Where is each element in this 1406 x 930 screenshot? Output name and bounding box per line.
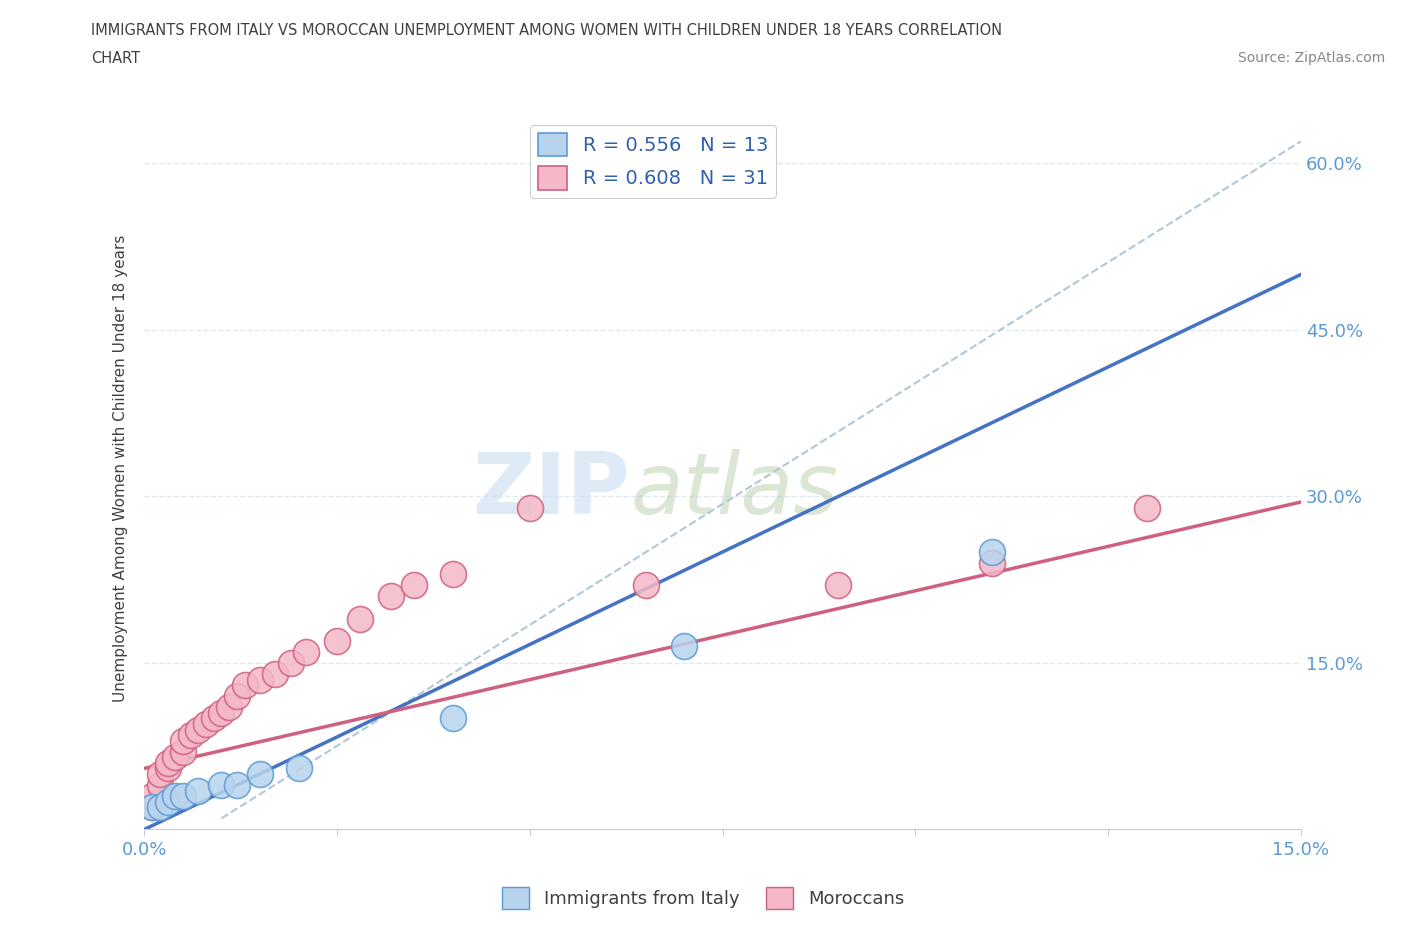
Point — [634, 578, 657, 592]
Point — [211, 777, 233, 792]
Point — [195, 716, 218, 731]
Text: Source: ZipAtlas.com: Source: ZipAtlas.com — [1237, 51, 1385, 65]
Point — [165, 750, 187, 764]
Y-axis label: Unemployment Among Women with Children Under 18 years: Unemployment Among Women with Children U… — [114, 235, 128, 702]
Text: ZIP: ZIP — [472, 449, 630, 532]
Point — [404, 578, 426, 592]
Legend: Immigrants from Italy, Moroccans: Immigrants from Italy, Moroccans — [495, 880, 911, 916]
Point — [249, 672, 271, 687]
Point — [380, 589, 402, 604]
Point — [172, 733, 194, 748]
Point — [226, 689, 249, 704]
Point — [249, 766, 271, 781]
Point — [218, 700, 240, 715]
Point — [156, 794, 179, 809]
Point — [156, 761, 179, 776]
Point — [141, 800, 163, 815]
Point — [349, 611, 371, 626]
Point — [149, 800, 172, 815]
Point — [211, 706, 233, 721]
Point — [187, 783, 209, 798]
Point — [981, 555, 1004, 570]
Point — [165, 789, 187, 804]
Point — [172, 744, 194, 759]
Point — [827, 578, 849, 592]
Point — [172, 789, 194, 804]
Point — [280, 656, 302, 671]
Point — [326, 633, 349, 648]
Point — [441, 566, 464, 581]
Text: CHART: CHART — [91, 51, 141, 66]
Point — [441, 711, 464, 725]
Point — [673, 639, 696, 654]
Point — [226, 777, 249, 792]
Point — [180, 727, 202, 742]
Point — [149, 766, 172, 781]
Legend: R = 0.556   N = 13, R = 0.608   N = 31: R = 0.556 N = 13, R = 0.608 N = 31 — [530, 125, 776, 198]
Point — [264, 667, 287, 682]
Point — [233, 678, 256, 693]
Point — [187, 722, 209, 737]
Point — [295, 644, 318, 659]
Text: IMMIGRANTS FROM ITALY VS MOROCCAN UNEMPLOYMENT AMONG WOMEN WITH CHILDREN UNDER 1: IMMIGRANTS FROM ITALY VS MOROCCAN UNEMPL… — [91, 23, 1002, 38]
Text: atlas: atlas — [630, 449, 838, 532]
Point — [141, 789, 163, 804]
Point — [287, 761, 309, 776]
Point — [149, 777, 172, 792]
Point — [156, 755, 179, 770]
Point — [981, 544, 1004, 559]
Point — [519, 500, 541, 515]
Point — [202, 711, 225, 725]
Point — [141, 800, 163, 815]
Point — [1136, 500, 1159, 515]
